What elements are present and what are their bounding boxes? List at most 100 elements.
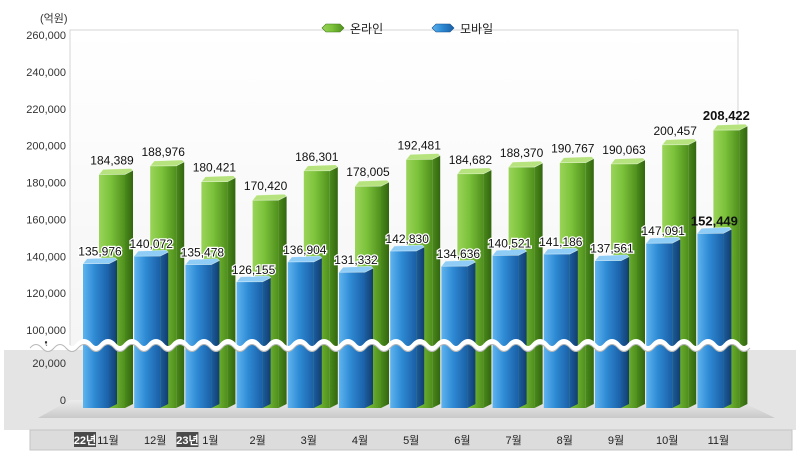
legend-swatch-icon — [431, 23, 455, 33]
bar-mobile-top — [287, 255, 323, 263]
bar-online-top — [405, 153, 441, 160]
bar-mobile-front — [390, 251, 417, 408]
value-label-mobile: 152,449 — [691, 213, 738, 228]
x-tick-label: 4월 — [352, 434, 368, 447]
bar-mobile — [184, 258, 220, 408]
bar-online-top — [610, 157, 646, 165]
bar-mobile — [338, 265, 374, 408]
x-tick-label: 8월 — [557, 434, 573, 447]
bar-mobile-side — [109, 259, 117, 408]
x-tick-label: 1월 — [202, 434, 218, 447]
y-tick-label: 200,000 — [26, 141, 66, 153]
legend-swatch-icon — [321, 23, 345, 33]
bar-online-side — [329, 166, 338, 408]
value-label-mobile: 126,155 — [232, 263, 276, 277]
x-tick-label: 10월 — [656, 434, 678, 447]
x-tick-label: 6월 — [454, 434, 470, 447]
bar-mobile-side — [313, 257, 322, 408]
y-tick-label: 100,000 — [26, 325, 66, 337]
bar-mobile-side — [723, 229, 732, 408]
bar-mobile — [389, 244, 425, 408]
bar-online-top — [149, 159, 185, 167]
value-label-online: 192,481 — [398, 138, 442, 152]
bar-online-top — [456, 167, 492, 175]
bar-mobile-front — [441, 266, 468, 408]
unit-label: (억원) — [40, 12, 68, 25]
bar-online-top — [354, 179, 390, 187]
bar-mobile — [287, 255, 323, 408]
bar-mobile-top — [338, 265, 374, 273]
value-label-mobile: 140,521 — [488, 236, 532, 250]
bar-online-side — [432, 155, 441, 408]
bar-online-side — [688, 140, 697, 408]
y-tick-label: 260,000 — [26, 30, 66, 42]
bar-online-top — [251, 193, 288, 201]
value-label-online: 170,420 — [244, 179, 288, 193]
legend-label: 온라인 — [350, 22, 383, 36]
value-label-online: 188,976 — [142, 145, 186, 159]
bar-online-side — [585, 158, 594, 408]
x-tick-label: 5월 — [403, 434, 419, 447]
bar-mobile-side — [365, 268, 373, 408]
bar-online-top — [303, 164, 339, 172]
value-label-online: 190,767 — [551, 142, 595, 156]
bar-mobile-side — [518, 251, 527, 408]
bar-online-top — [507, 160, 544, 168]
value-label-online: 178,005 — [346, 165, 390, 179]
bar-mobile-top — [82, 257, 118, 264]
value-label-online: 188,370 — [500, 146, 544, 160]
bar-mobile — [133, 249, 169, 408]
value-label-online: 184,682 — [449, 153, 493, 167]
y-tick-label: 120,000 — [26, 288, 66, 300]
bar-mobile-front — [595, 260, 621, 408]
x-tick-label: 2월 — [249, 434, 265, 447]
x-tick-label: 3월 — [301, 434, 317, 447]
bar-online-top — [712, 123, 748, 131]
value-label-mobile: 137,561 — [590, 242, 634, 256]
bar-online-top — [200, 175, 236, 183]
bar-mobile — [491, 248, 528, 408]
bar-mobile — [645, 236, 681, 408]
bar-online-side — [176, 161, 185, 408]
y-tick-label: 20,000 — [32, 358, 66, 370]
bar-online-side — [637, 159, 645, 408]
bar-online-side — [483, 169, 492, 408]
bar-mobile-top — [696, 226, 732, 234]
bar-mobile-side — [621, 256, 629, 408]
bar-mobile-side — [569, 250, 578, 408]
bar-mobile-side — [211, 260, 220, 408]
bar-mobile-top — [184, 258, 220, 265]
bar-mobile — [440, 259, 476, 408]
bar-mobile-top — [133, 249, 169, 257]
bar-mobile — [82, 257, 118, 408]
bar-mobile-front — [185, 264, 212, 408]
bar-mobile-top — [543, 247, 579, 255]
bar-mobile-top — [645, 236, 681, 244]
y-tick-label: 160,000 — [26, 214, 66, 226]
value-label-mobile: 140,072 — [130, 237, 174, 251]
bar-mobile-front — [83, 263, 109, 408]
y-tick-label: 220,000 — [26, 104, 66, 116]
bar-mobile-top — [440, 259, 476, 267]
bar-mobile-top — [389, 244, 425, 252]
bar-mobile-side — [160, 252, 169, 408]
year-tag-label: 22년 — [74, 433, 96, 447]
bar-mobile-front — [697, 233, 724, 408]
y-tick-label: 0 — [60, 395, 66, 407]
bar-mobile-front — [287, 261, 314, 408]
value-label-mobile: 142,830 — [386, 232, 430, 246]
bar-mobile-front — [134, 256, 161, 408]
y-tick-label: 180,000 — [26, 178, 66, 190]
x-tick-label: 9월 — [608, 434, 624, 447]
bar-online-side — [534, 163, 543, 408]
axis-break-wave — [28, 339, 752, 351]
year-tag — [176, 432, 199, 447]
bar-mobile-front — [492, 255, 519, 408]
value-label-online: 208,422 — [703, 108, 750, 123]
bar-mobile — [594, 254, 630, 408]
bar-mobile-side — [672, 239, 681, 408]
value-label-mobile: 136,904 — [283, 243, 327, 257]
value-label-mobile: 135,976 — [78, 245, 122, 259]
